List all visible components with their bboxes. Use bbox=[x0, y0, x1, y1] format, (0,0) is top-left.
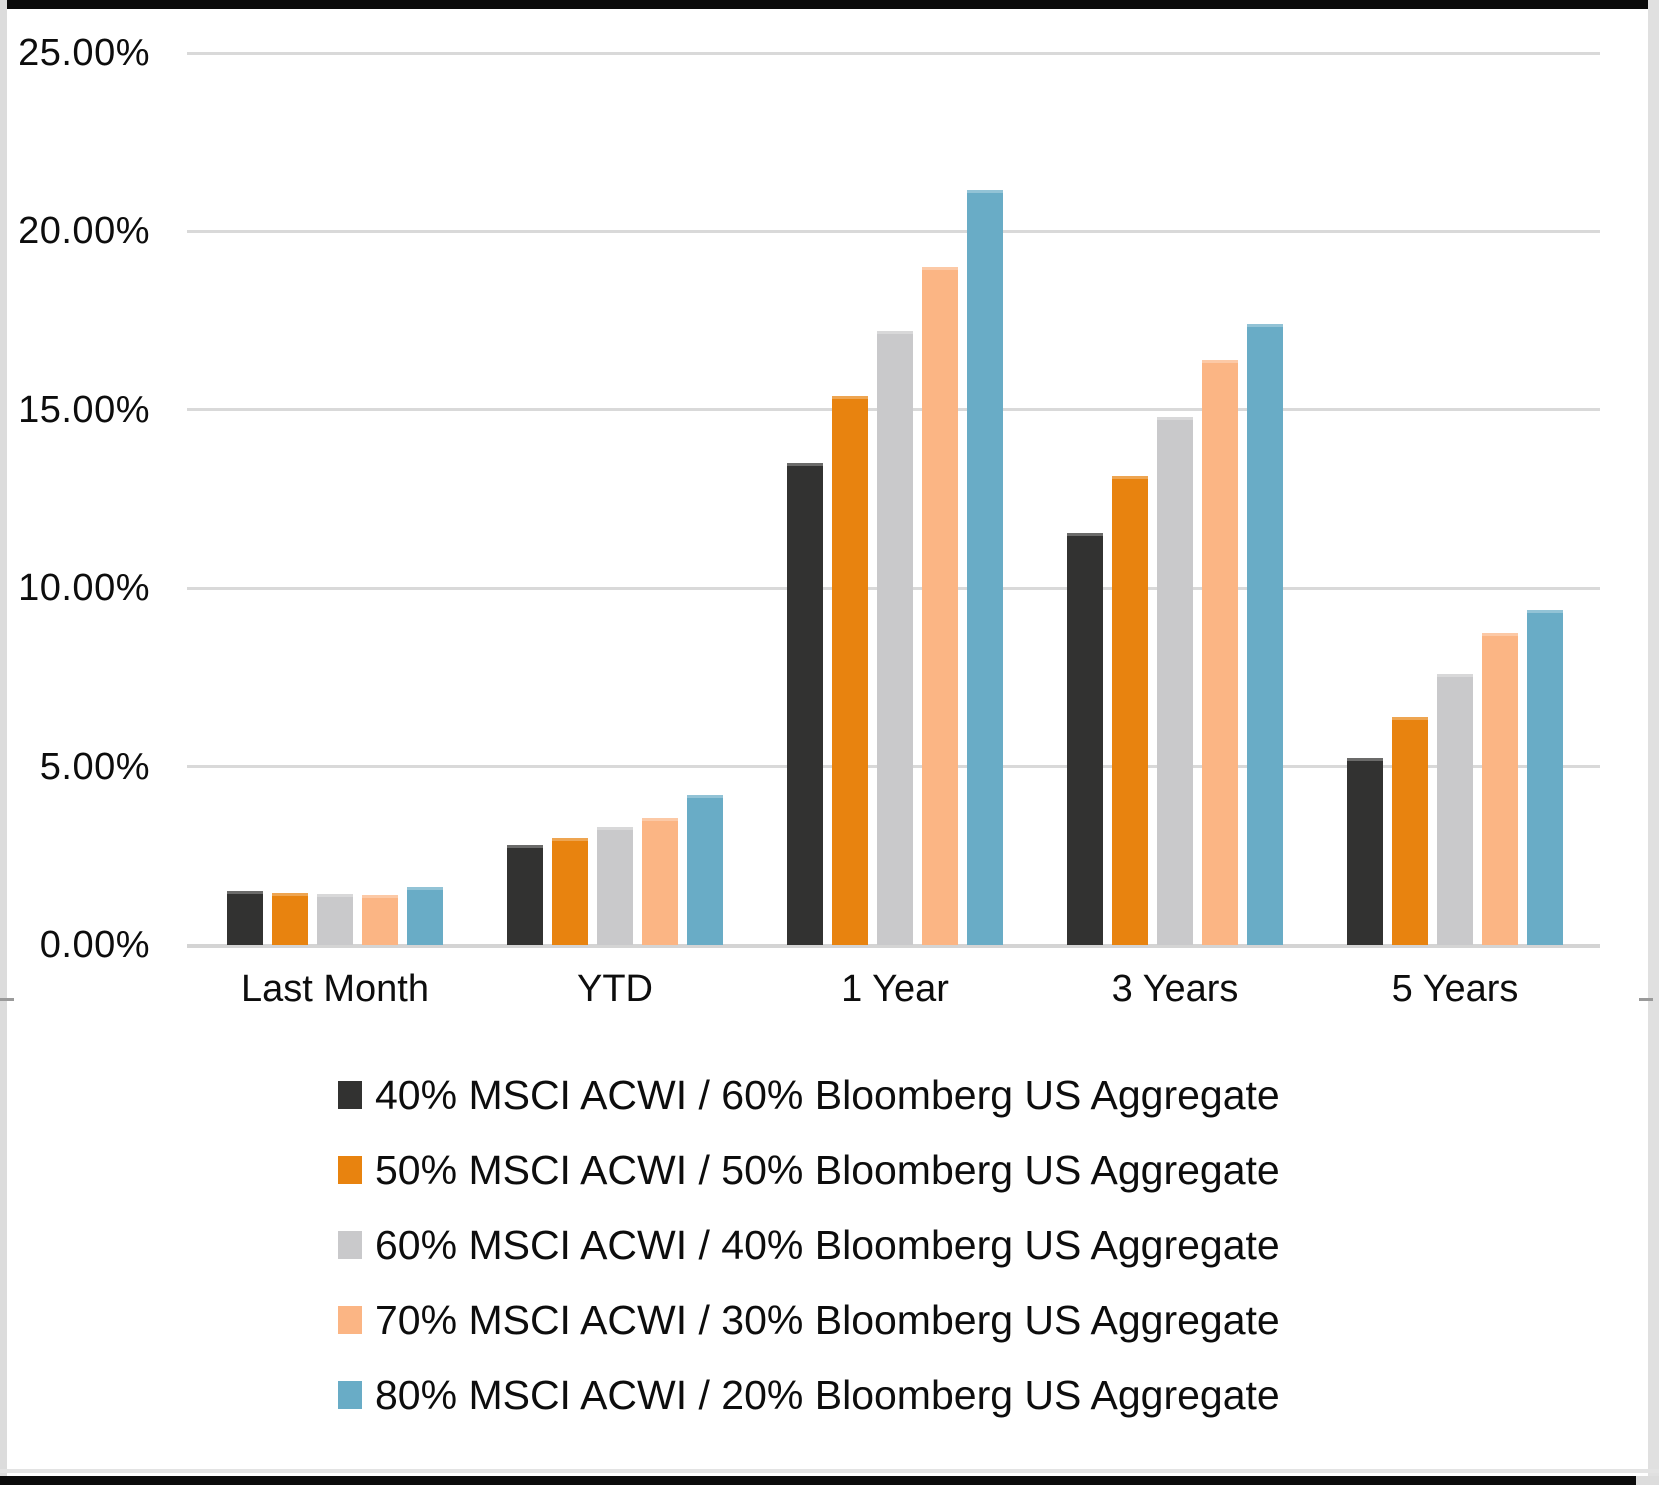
bar bbox=[317, 893, 353, 945]
y-tick-label: 15.00% bbox=[18, 388, 150, 431]
x-tick-label: Last Month bbox=[241, 968, 429, 1010]
legend-item: 60% MSCI ACWI / 40% Bloomberg US Aggrega… bbox=[338, 1221, 1280, 1269]
bar bbox=[597, 827, 633, 945]
bar bbox=[1527, 609, 1563, 945]
legend-swatch-icon bbox=[338, 1306, 362, 1334]
x-tick-label: 1 Year bbox=[841, 968, 949, 1010]
x-tick-label: YTD bbox=[577, 968, 653, 1010]
axis-edge-tick-left bbox=[0, 998, 14, 1001]
bar-group-last-month bbox=[195, 53, 475, 945]
legend-label: 50% MSCI ACWI / 50% Bloomberg US Aggrega… bbox=[375, 1146, 1280, 1193]
legend-item: 50% MSCI ACWI / 50% Bloomberg US Aggrega… bbox=[338, 1146, 1280, 1194]
bar-group-5-years bbox=[1315, 53, 1595, 945]
y-tick-label: 0.00% bbox=[39, 924, 150, 966]
bar bbox=[787, 463, 823, 945]
bar bbox=[407, 887, 443, 945]
bar bbox=[1202, 359, 1238, 945]
bar bbox=[687, 795, 723, 945]
bar-group-ytd bbox=[475, 53, 755, 945]
bar bbox=[227, 891, 263, 945]
bar bbox=[642, 818, 678, 945]
legend-label: 40% MSCI ACWI / 60% Bloomberg US Aggrega… bbox=[375, 1071, 1280, 1118]
y-tick-label: 5.00% bbox=[39, 745, 150, 788]
gridline-0 bbox=[187, 943, 1600, 948]
gridline-25 bbox=[187, 51, 1600, 55]
bar bbox=[1112, 475, 1148, 945]
legend-label: 60% MSCI ACWI / 40% Bloomberg US Aggrega… bbox=[375, 1221, 1280, 1268]
bar bbox=[922, 267, 958, 945]
bar bbox=[272, 893, 308, 945]
bottom-border-bar bbox=[0, 1476, 1636, 1485]
bar bbox=[1067, 532, 1103, 945]
bottom-divider-line bbox=[0, 1469, 1659, 1473]
gridline-20 bbox=[187, 229, 1600, 233]
legend-item: 40% MSCI ACWI / 60% Bloomberg US Aggrega… bbox=[338, 1071, 1280, 1119]
y-tick-label: 10.00% bbox=[18, 567, 150, 610]
legend-swatch-icon bbox=[338, 1381, 362, 1409]
bar bbox=[1482, 632, 1518, 945]
bar bbox=[1392, 716, 1428, 945]
legend-item: 70% MSCI ACWI / 30% Bloomberg US Aggrega… bbox=[338, 1296, 1280, 1344]
legend-swatch-icon bbox=[338, 1081, 362, 1109]
bar bbox=[877, 331, 913, 945]
legend-swatch-icon bbox=[338, 1231, 362, 1259]
bar bbox=[1437, 673, 1473, 945]
bar bbox=[1157, 416, 1193, 945]
bar bbox=[832, 395, 868, 945]
left-edge-strip bbox=[0, 0, 7, 1485]
bar bbox=[967, 190, 1003, 945]
bar bbox=[1347, 757, 1383, 945]
legend-label: 70% MSCI ACWI / 30% Bloomberg US Aggrega… bbox=[375, 1296, 1280, 1343]
bar bbox=[362, 895, 398, 945]
bar-group-3-years bbox=[1035, 53, 1315, 945]
bar-group-1-year bbox=[755, 53, 1035, 945]
x-tick-label: 3 Years bbox=[1111, 968, 1239, 1010]
right-edge-strip bbox=[1648, 0, 1659, 1485]
bar bbox=[552, 837, 588, 945]
plot-area bbox=[195, 53, 1595, 945]
top-border-bar bbox=[0, 0, 1659, 9]
y-tick-label: 25.00% bbox=[18, 32, 150, 74]
bar bbox=[507, 845, 543, 945]
axis-edge-tick-right bbox=[1639, 998, 1653, 1001]
bar bbox=[1247, 324, 1283, 945]
legend-item: 80% MSCI ACWI / 20% Bloomberg US Aggrega… bbox=[338, 1371, 1280, 1419]
legend-swatch-icon bbox=[338, 1156, 362, 1184]
legend-label: 80% MSCI ACWI / 20% Bloomberg US Aggrega… bbox=[375, 1371, 1280, 1418]
bottom-border-bar-end bbox=[1636, 1476, 1659, 1485]
x-tick-label: 5 Years bbox=[1391, 968, 1519, 1010]
y-tick-label: 20.00% bbox=[18, 210, 150, 253]
